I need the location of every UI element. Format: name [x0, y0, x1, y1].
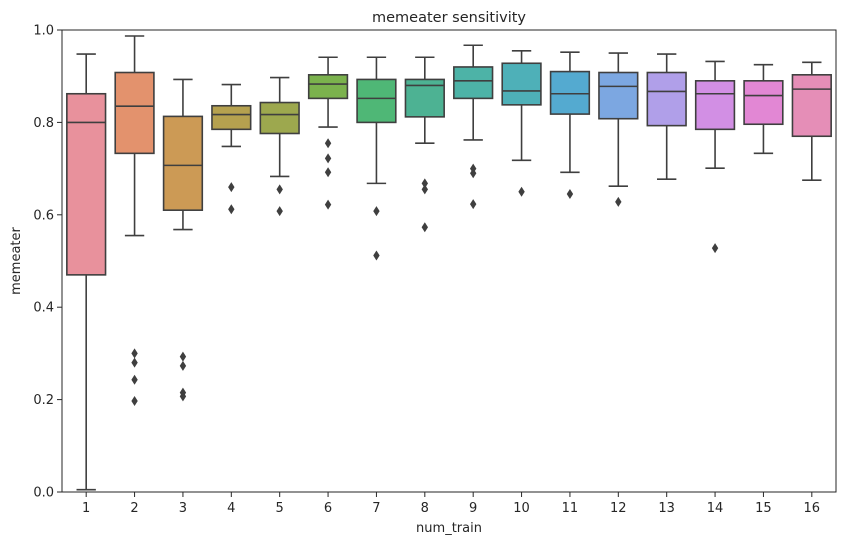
- outlier-point: [276, 206, 283, 217]
- x-tick-label: 14: [707, 501, 724, 516]
- box-iqr: [66, 92, 107, 276]
- outlier-point: [131, 374, 138, 385]
- x-tick-label: 4: [227, 501, 235, 516]
- y-tick-label: 0.8: [33, 116, 54, 131]
- x-tick-label: 11: [562, 501, 579, 516]
- outlier-point: [518, 186, 525, 197]
- box-iqr: [259, 101, 300, 135]
- box-iqr: [549, 70, 591, 115]
- box-iqr: [307, 74, 349, 100]
- y-tick-label: 0.6: [33, 208, 54, 223]
- outlier-point: [373, 250, 380, 261]
- box-group-15: [743, 63, 784, 155]
- box-group-7: [356, 56, 397, 261]
- y-axis: 0.0 0.2 0.4 0.6 0.8 1.0: [33, 24, 62, 501]
- x-tick-label: 13: [658, 501, 675, 516]
- box-iqr: [162, 115, 204, 211]
- outlier-point: [131, 357, 138, 368]
- box-group-16: [791, 61, 832, 181]
- y-tick-label: 0.0: [33, 486, 54, 501]
- outlier-point: [179, 351, 187, 362]
- outlier-point: [179, 391, 187, 402]
- outlier-point: [276, 184, 283, 195]
- x-tick-label: 9: [469, 501, 477, 516]
- outlier-point: [421, 178, 429, 189]
- box-iqr: [114, 71, 155, 155]
- box-group-2: [114, 35, 155, 406]
- box-iqr: [743, 80, 784, 126]
- box-group-9: [453, 44, 494, 210]
- box-iqr: [791, 74, 832, 138]
- box-group-6: [307, 56, 349, 210]
- box-iqr: [694, 80, 736, 131]
- box-group-12: [598, 52, 639, 207]
- y-axis-label: memeater: [9, 226, 24, 294]
- box-group-1: [66, 53, 107, 491]
- outlier-point: [373, 206, 380, 217]
- outlier-point: [324, 167, 332, 178]
- x-tick-label: 12: [610, 501, 627, 516]
- outlier-point: [324, 199, 332, 210]
- x-axis: 1 2 3 4 5 6 7 8 9 10 11 12 13 14 15 16: [82, 492, 820, 516]
- box-iqr: [453, 66, 494, 100]
- outlier-point: [228, 204, 235, 215]
- outlier-point: [324, 138, 332, 149]
- outlier-point: [421, 184, 429, 195]
- x-tick-label: 10: [513, 501, 530, 516]
- outlier-point: [469, 168, 477, 179]
- box-iqr: [646, 71, 687, 127]
- outlier-point: [711, 243, 719, 254]
- outlier-point: [324, 153, 332, 164]
- x-tick-label: 8: [421, 501, 429, 516]
- x-tick-label: 6: [324, 501, 332, 516]
- outlier-point: [615, 196, 622, 207]
- box-group-3: [162, 78, 204, 402]
- box-iqr: [356, 78, 397, 124]
- x-axis-label: num_train: [416, 521, 482, 536]
- x-tick-label: 7: [372, 501, 380, 516]
- y-tick-label: 0.2: [33, 393, 54, 408]
- box-group-14: [694, 60, 736, 254]
- outlier-point: [421, 222, 429, 233]
- outlier-point: [469, 199, 477, 210]
- box-iqr: [598, 71, 639, 120]
- x-tick-label: 5: [276, 501, 284, 516]
- outlier-point: [131, 348, 138, 359]
- outlier-point: [566, 189, 574, 200]
- box-group-13: [646, 53, 687, 181]
- plot-frame: [61, 29, 837, 493]
- box-group-11: [549, 51, 591, 200]
- box-group-5: [259, 76, 300, 217]
- chart-title: memeater sensitivity: [372, 10, 526, 26]
- plot-area: [66, 35, 832, 491]
- y-tick-label: 1.0: [33, 24, 54, 39]
- outlier-point: [179, 360, 187, 371]
- x-tick-label: 3: [179, 501, 187, 516]
- box-group-10: [501, 49, 542, 197]
- x-tick-label: 16: [804, 501, 821, 516]
- x-tick-label: 1: [82, 501, 90, 516]
- x-tick-label: 15: [755, 501, 772, 516]
- box-group-4: [211, 83, 252, 215]
- box-group-8: [404, 56, 445, 233]
- outlier-point: [228, 182, 235, 193]
- box-iqr: [501, 62, 542, 106]
- outlier-point: [131, 395, 138, 406]
- box-iqr: [211, 104, 252, 131]
- y-tick-label: 0.4: [33, 301, 54, 316]
- x-tick-label: 2: [130, 501, 138, 516]
